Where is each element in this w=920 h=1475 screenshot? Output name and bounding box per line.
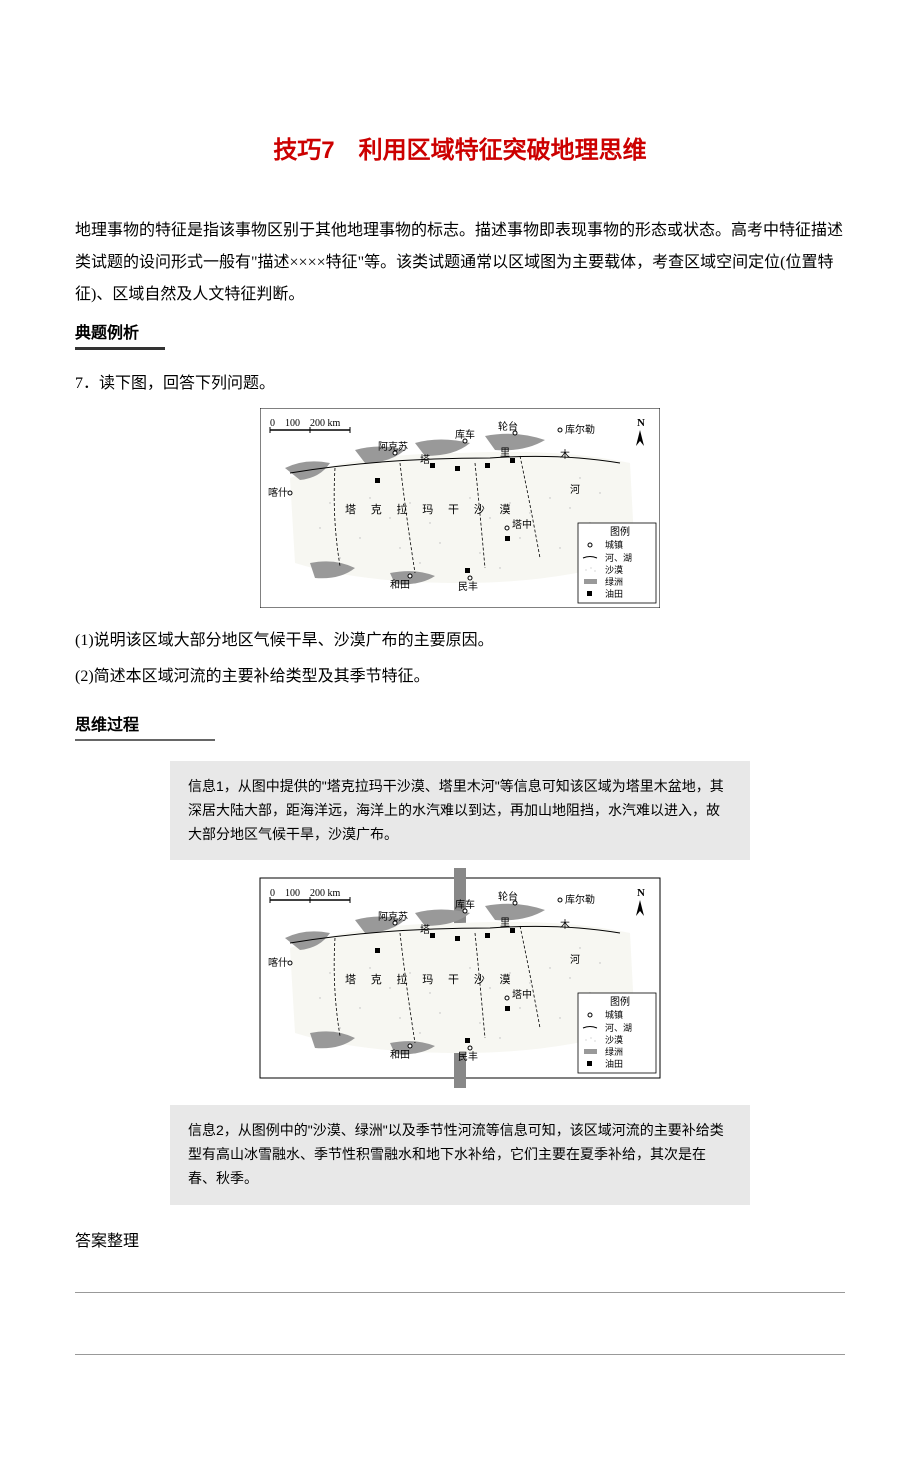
think-header: 思维过程 bbox=[75, 711, 845, 735]
svg-text:库尔勒: 库尔勒 bbox=[565, 893, 595, 906]
svg-text:沙漠: 沙漠 bbox=[605, 1035, 623, 1045]
svg-text:里: 里 bbox=[500, 917, 510, 929]
svg-text:阿克苏: 阿克苏 bbox=[378, 440, 408, 453]
svg-text:绿洲: 绿洲 bbox=[605, 1046, 623, 1057]
analysis-header: 典题例析 bbox=[75, 319, 845, 343]
svg-text:绿洲: 绿洲 bbox=[605, 576, 623, 587]
svg-text:油田: 油田 bbox=[605, 1058, 623, 1069]
answer-line-1 bbox=[75, 1291, 845, 1293]
svg-text:河: 河 bbox=[570, 484, 580, 496]
info-box-1: 信息1，从图中提供的"塔克拉玛干沙漠、塔里木河"等信息可知该区域为塔里木盆地，其… bbox=[170, 761, 750, 860]
svg-text:塔中: 塔中 bbox=[512, 988, 532, 1001]
svg-text:阿克苏: 阿克苏 bbox=[378, 910, 408, 923]
svg-text:河: 河 bbox=[570, 954, 580, 966]
svg-text:木: 木 bbox=[560, 919, 570, 931]
svg-text:民丰: 民丰 bbox=[458, 580, 478, 593]
svg-text:塔: 塔 bbox=[420, 453, 430, 466]
svg-text:河、湖: 河、湖 bbox=[605, 1022, 632, 1033]
svg-text:塔: 塔 bbox=[420, 923, 430, 936]
svg-text:库车: 库车 bbox=[455, 428, 475, 441]
svg-text:木: 木 bbox=[560, 449, 570, 461]
svg-text:民丰: 民丰 bbox=[458, 1050, 478, 1063]
svg-text:库尔勒: 库尔勒 bbox=[565, 423, 595, 436]
svg-text:0 100 200 km: 0 100 200 km bbox=[270, 888, 340, 899]
svg-text:图例: 图例 bbox=[610, 995, 630, 1008]
svg-text:N: N bbox=[637, 887, 645, 899]
answer-line-2 bbox=[75, 1353, 845, 1355]
svg-text:0 100 200 km: 0 100 200 km bbox=[270, 418, 340, 429]
think-underline bbox=[75, 739, 215, 741]
svg-text:喀什: 喀什 bbox=[268, 486, 288, 499]
svg-text:里: 里 bbox=[500, 447, 510, 459]
page-title: 技巧7 利用区域特征突破地理思维 bbox=[75, 130, 845, 165]
answer-label: 答案整理 bbox=[75, 1227, 845, 1251]
svg-text:塔中: 塔中 bbox=[512, 518, 532, 531]
info-box-2: 信息2，从图例中的"沙漠、绿洲"以及季节性河流等信息可知，该区域河流的主要补给类… bbox=[170, 1105, 750, 1204]
question-1: (1)说明该区域大部分地区气候干旱、沙漠广布的主要原因。 bbox=[75, 625, 845, 657]
svg-text:轮台: 轮台 bbox=[498, 420, 518, 433]
intro-text: 地理事物的特征是指该事物区别于其他地理事物的标志。描述事物即表现事物的形态或状态… bbox=[75, 215, 845, 311]
analysis-underline bbox=[75, 347, 165, 350]
svg-text:和田: 和田 bbox=[390, 1049, 410, 1061]
svg-text:塔 克 拉 玛 干 沙 漠: 塔 克 拉 玛 干 沙 漠 bbox=[345, 502, 517, 516]
map-figure-1: 0 100 200 km N bbox=[75, 408, 845, 613]
svg-text:图例: 图例 bbox=[610, 525, 630, 538]
question-2: (2)简述本区域河流的主要补给类型及其季节特征。 bbox=[75, 661, 845, 693]
svg-text:油田: 油田 bbox=[605, 588, 623, 599]
svg-text:塔 克 拉 玛 干 沙 漠: 塔 克 拉 玛 干 沙 漠 bbox=[345, 972, 517, 986]
svg-text:轮台: 轮台 bbox=[498, 890, 518, 903]
svg-text:N: N bbox=[637, 417, 645, 429]
svg-text:喀什: 喀什 bbox=[268, 956, 288, 969]
svg-text:河、湖: 河、湖 bbox=[605, 552, 632, 563]
question-main: 7．读下图，回答下列问题。 bbox=[75, 368, 845, 400]
svg-text:沙漠: 沙漠 bbox=[605, 565, 623, 575]
svg-text:城镇: 城镇 bbox=[605, 1009, 623, 1020]
svg-text:和田: 和田 bbox=[390, 579, 410, 591]
svg-text:库车: 库车 bbox=[455, 898, 475, 911]
map-figure-2: 0 100 200 km N bbox=[75, 868, 845, 1093]
svg-text:城镇: 城镇 bbox=[605, 539, 623, 550]
